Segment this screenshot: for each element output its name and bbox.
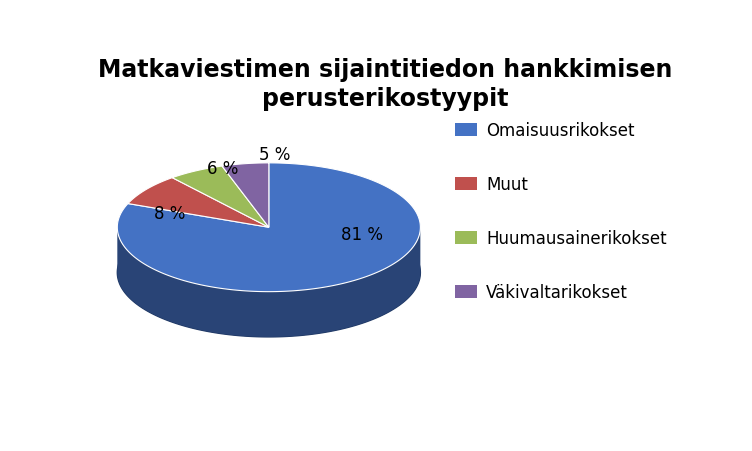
Polygon shape (117, 228, 420, 337)
Text: 5 %: 5 % (259, 146, 290, 164)
FancyBboxPatch shape (456, 285, 478, 299)
FancyBboxPatch shape (456, 231, 478, 245)
FancyBboxPatch shape (456, 124, 478, 137)
Polygon shape (117, 164, 420, 292)
Text: Matkaviestimen sijaintitiedon hankkimisen
perusterikostyypit: Matkaviestimen sijaintitiedon hankkimise… (99, 58, 672, 111)
Text: 81 %: 81 % (341, 226, 383, 244)
FancyBboxPatch shape (456, 178, 478, 191)
Polygon shape (117, 209, 420, 337)
Polygon shape (128, 178, 269, 228)
Polygon shape (222, 164, 269, 228)
Text: Huumausainerikokset: Huumausainerikokset (487, 229, 667, 247)
Text: Muut: Muut (487, 175, 528, 193)
Text: Väkivaltarikokset: Väkivaltarikokset (487, 283, 628, 301)
Polygon shape (172, 167, 269, 228)
Text: 8 %: 8 % (154, 205, 186, 223)
Text: 6 %: 6 % (207, 160, 238, 178)
Text: Omaisuusrikokset: Omaisuusrikokset (487, 121, 635, 139)
